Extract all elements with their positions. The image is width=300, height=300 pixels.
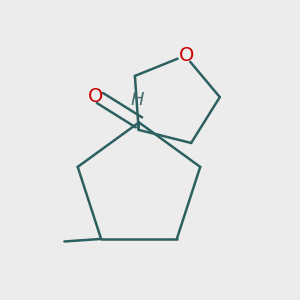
Text: O: O — [179, 46, 195, 65]
Text: H: H — [130, 91, 144, 109]
Text: O: O — [88, 87, 103, 106]
